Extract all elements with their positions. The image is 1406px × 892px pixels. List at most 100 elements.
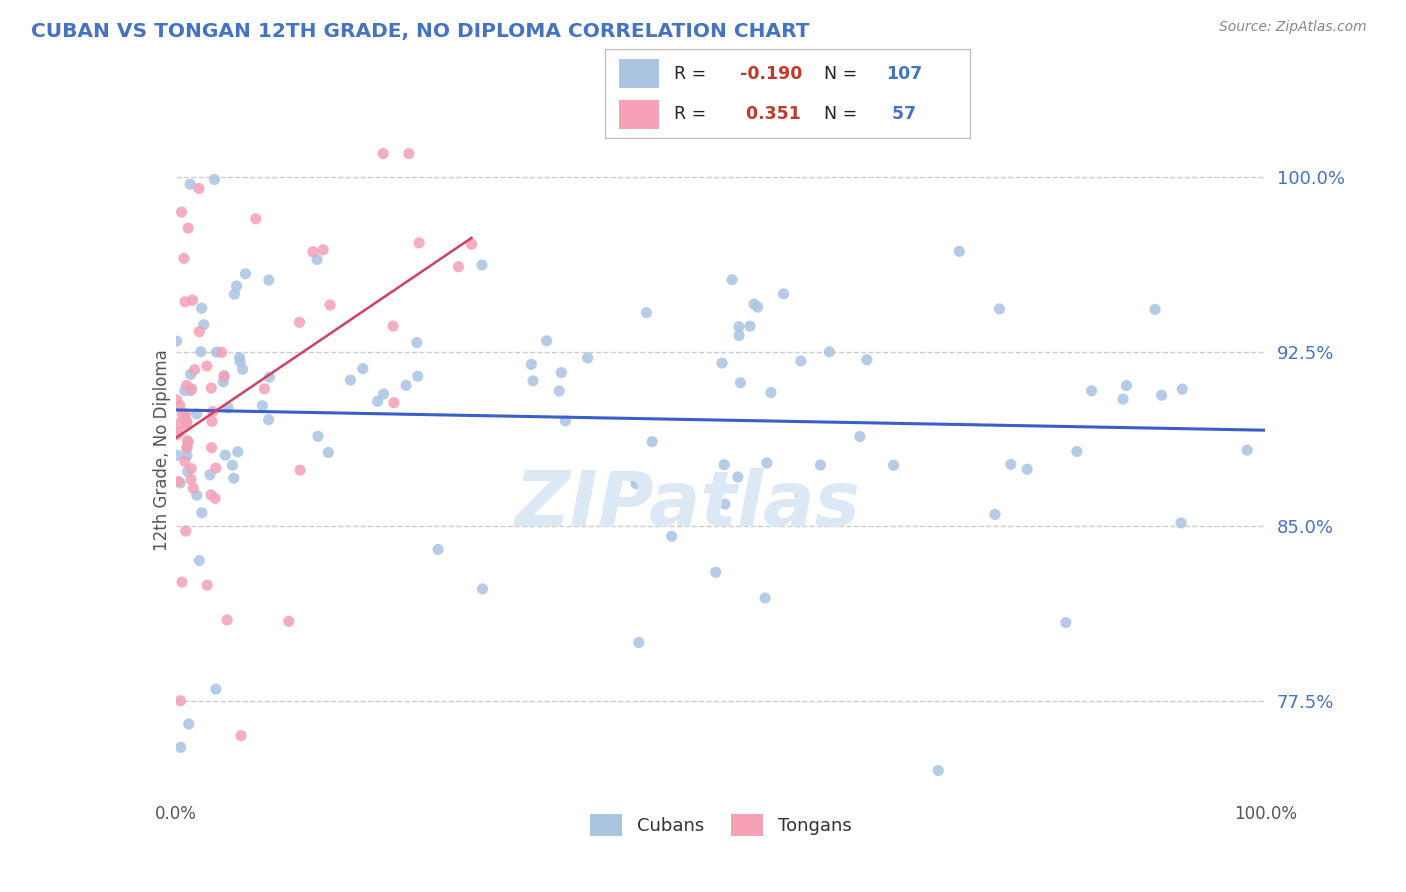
Point: [169, 417, 191, 431]
Point: [406, 369, 429, 384]
Point: [522, 374, 544, 388]
Point: [169, 398, 191, 412]
Text: 107: 107: [886, 64, 922, 83]
Point: [190, 344, 212, 359]
Point: [183, 362, 205, 376]
Point: [405, 335, 427, 350]
Point: [447, 260, 470, 274]
Point: [188, 553, 211, 567]
Point: [202, 172, 225, 186]
Point: [169, 476, 191, 491]
Text: R =: R =: [673, 104, 711, 123]
Point: [200, 488, 222, 502]
Point: [170, 575, 193, 590]
Point: [198, 467, 221, 482]
Point: [188, 325, 211, 339]
Point: [166, 428, 188, 442]
Point: [554, 414, 576, 428]
Text: -0.190: -0.190: [740, 64, 803, 83]
Point: [252, 399, 274, 413]
Point: [367, 394, 389, 409]
Point: [1171, 382, 1194, 396]
Point: [195, 359, 218, 373]
Text: N =: N =: [824, 104, 863, 123]
Text: Source: ZipAtlas.com: Source: ZipAtlas.com: [1219, 20, 1367, 34]
Point: [818, 344, 841, 359]
Point: [772, 286, 794, 301]
Point: [169, 425, 191, 439]
Text: ZIPatlas: ZIPatlas: [515, 468, 860, 542]
Point: [624, 476, 647, 491]
Text: N =: N =: [824, 64, 863, 83]
Point: [927, 764, 949, 778]
Point: [307, 429, 329, 443]
Point: [427, 542, 450, 557]
Point: [1236, 443, 1258, 458]
Bar: [619, 59, 659, 88]
Point: [460, 237, 482, 252]
Point: [214, 448, 236, 462]
Point: [169, 740, 191, 755]
Point: [536, 334, 558, 348]
Point: [1000, 458, 1022, 472]
Point: [228, 351, 250, 365]
Point: [742, 297, 765, 311]
Legend: Cubans, Tongans: Cubans, Tongans: [582, 806, 859, 843]
Point: [166, 448, 188, 462]
Point: [193, 318, 215, 332]
Point: [548, 384, 571, 398]
Point: [181, 293, 204, 308]
Point: [883, 458, 905, 473]
Point: [259, 370, 281, 384]
Point: [212, 368, 235, 383]
Point: [173, 384, 195, 398]
Point: [759, 385, 782, 400]
Point: [641, 434, 664, 449]
Point: [170, 205, 193, 219]
Point: [288, 315, 311, 329]
Point: [988, 301, 1011, 316]
Point: [520, 358, 543, 372]
Point: [948, 244, 970, 259]
Text: 57: 57: [886, 104, 917, 123]
Point: [1150, 388, 1173, 402]
Point: [373, 146, 395, 161]
Point: [224, 287, 246, 301]
Point: [166, 392, 188, 407]
Point: [187, 181, 209, 195]
Point: [211, 345, 233, 359]
Point: [229, 355, 252, 369]
Point: [225, 279, 247, 293]
Point: [177, 717, 200, 731]
Point: [318, 445, 340, 459]
Point: [288, 463, 311, 477]
Point: [398, 146, 420, 161]
Point: [352, 361, 374, 376]
Point: [179, 384, 201, 398]
Point: [173, 454, 195, 468]
Point: [172, 408, 194, 422]
Point: [302, 244, 325, 259]
Point: [179, 178, 201, 192]
Point: [174, 524, 197, 538]
Point: [200, 441, 222, 455]
Point: [856, 352, 879, 367]
Text: CUBAN VS TONGAN 12TH GRADE, NO DIPLOMA CORRELATION CHART: CUBAN VS TONGAN 12TH GRADE, NO DIPLOMA C…: [31, 22, 810, 41]
Point: [174, 412, 197, 426]
Point: [176, 378, 198, 392]
Point: [201, 404, 224, 418]
Point: [232, 362, 254, 376]
Point: [166, 334, 188, 348]
Point: [222, 471, 245, 485]
Point: [235, 267, 257, 281]
Point: [627, 635, 650, 649]
Point: [755, 456, 778, 470]
Point: [180, 473, 202, 487]
Point: [471, 258, 494, 272]
Point: [471, 582, 494, 596]
Point: [204, 491, 226, 506]
Point: [217, 613, 239, 627]
Point: [205, 682, 228, 697]
Point: [180, 382, 202, 396]
Point: [728, 328, 751, 343]
